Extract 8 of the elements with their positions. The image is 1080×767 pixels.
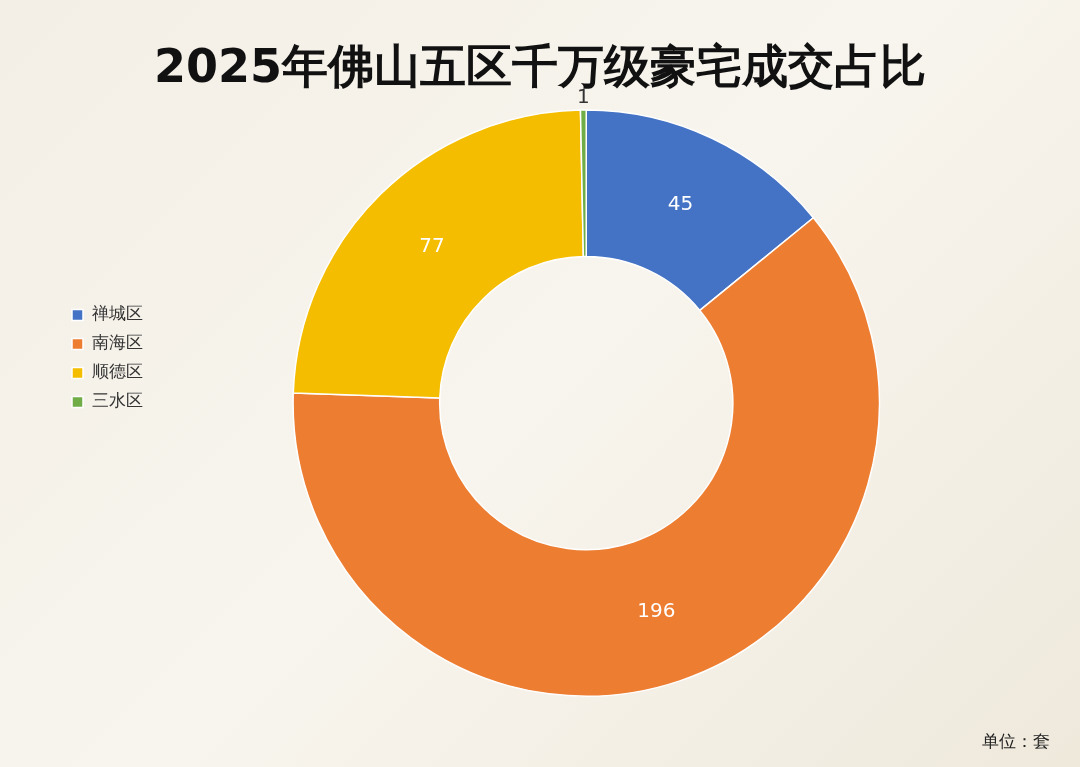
legend-label: 三水区 bbox=[91, 390, 143, 411]
legend-label: 顺德区 bbox=[91, 361, 143, 382]
legend-label: 南海区 bbox=[91, 332, 143, 353]
text: 单位：套 bbox=[982, 730, 1050, 753]
data-label: 45 bbox=[667, 190, 694, 215]
data-label: 196 bbox=[637, 597, 676, 622]
legend-label: 禅城区 bbox=[91, 303, 143, 324]
data-label: 77 bbox=[419, 232, 445, 257]
